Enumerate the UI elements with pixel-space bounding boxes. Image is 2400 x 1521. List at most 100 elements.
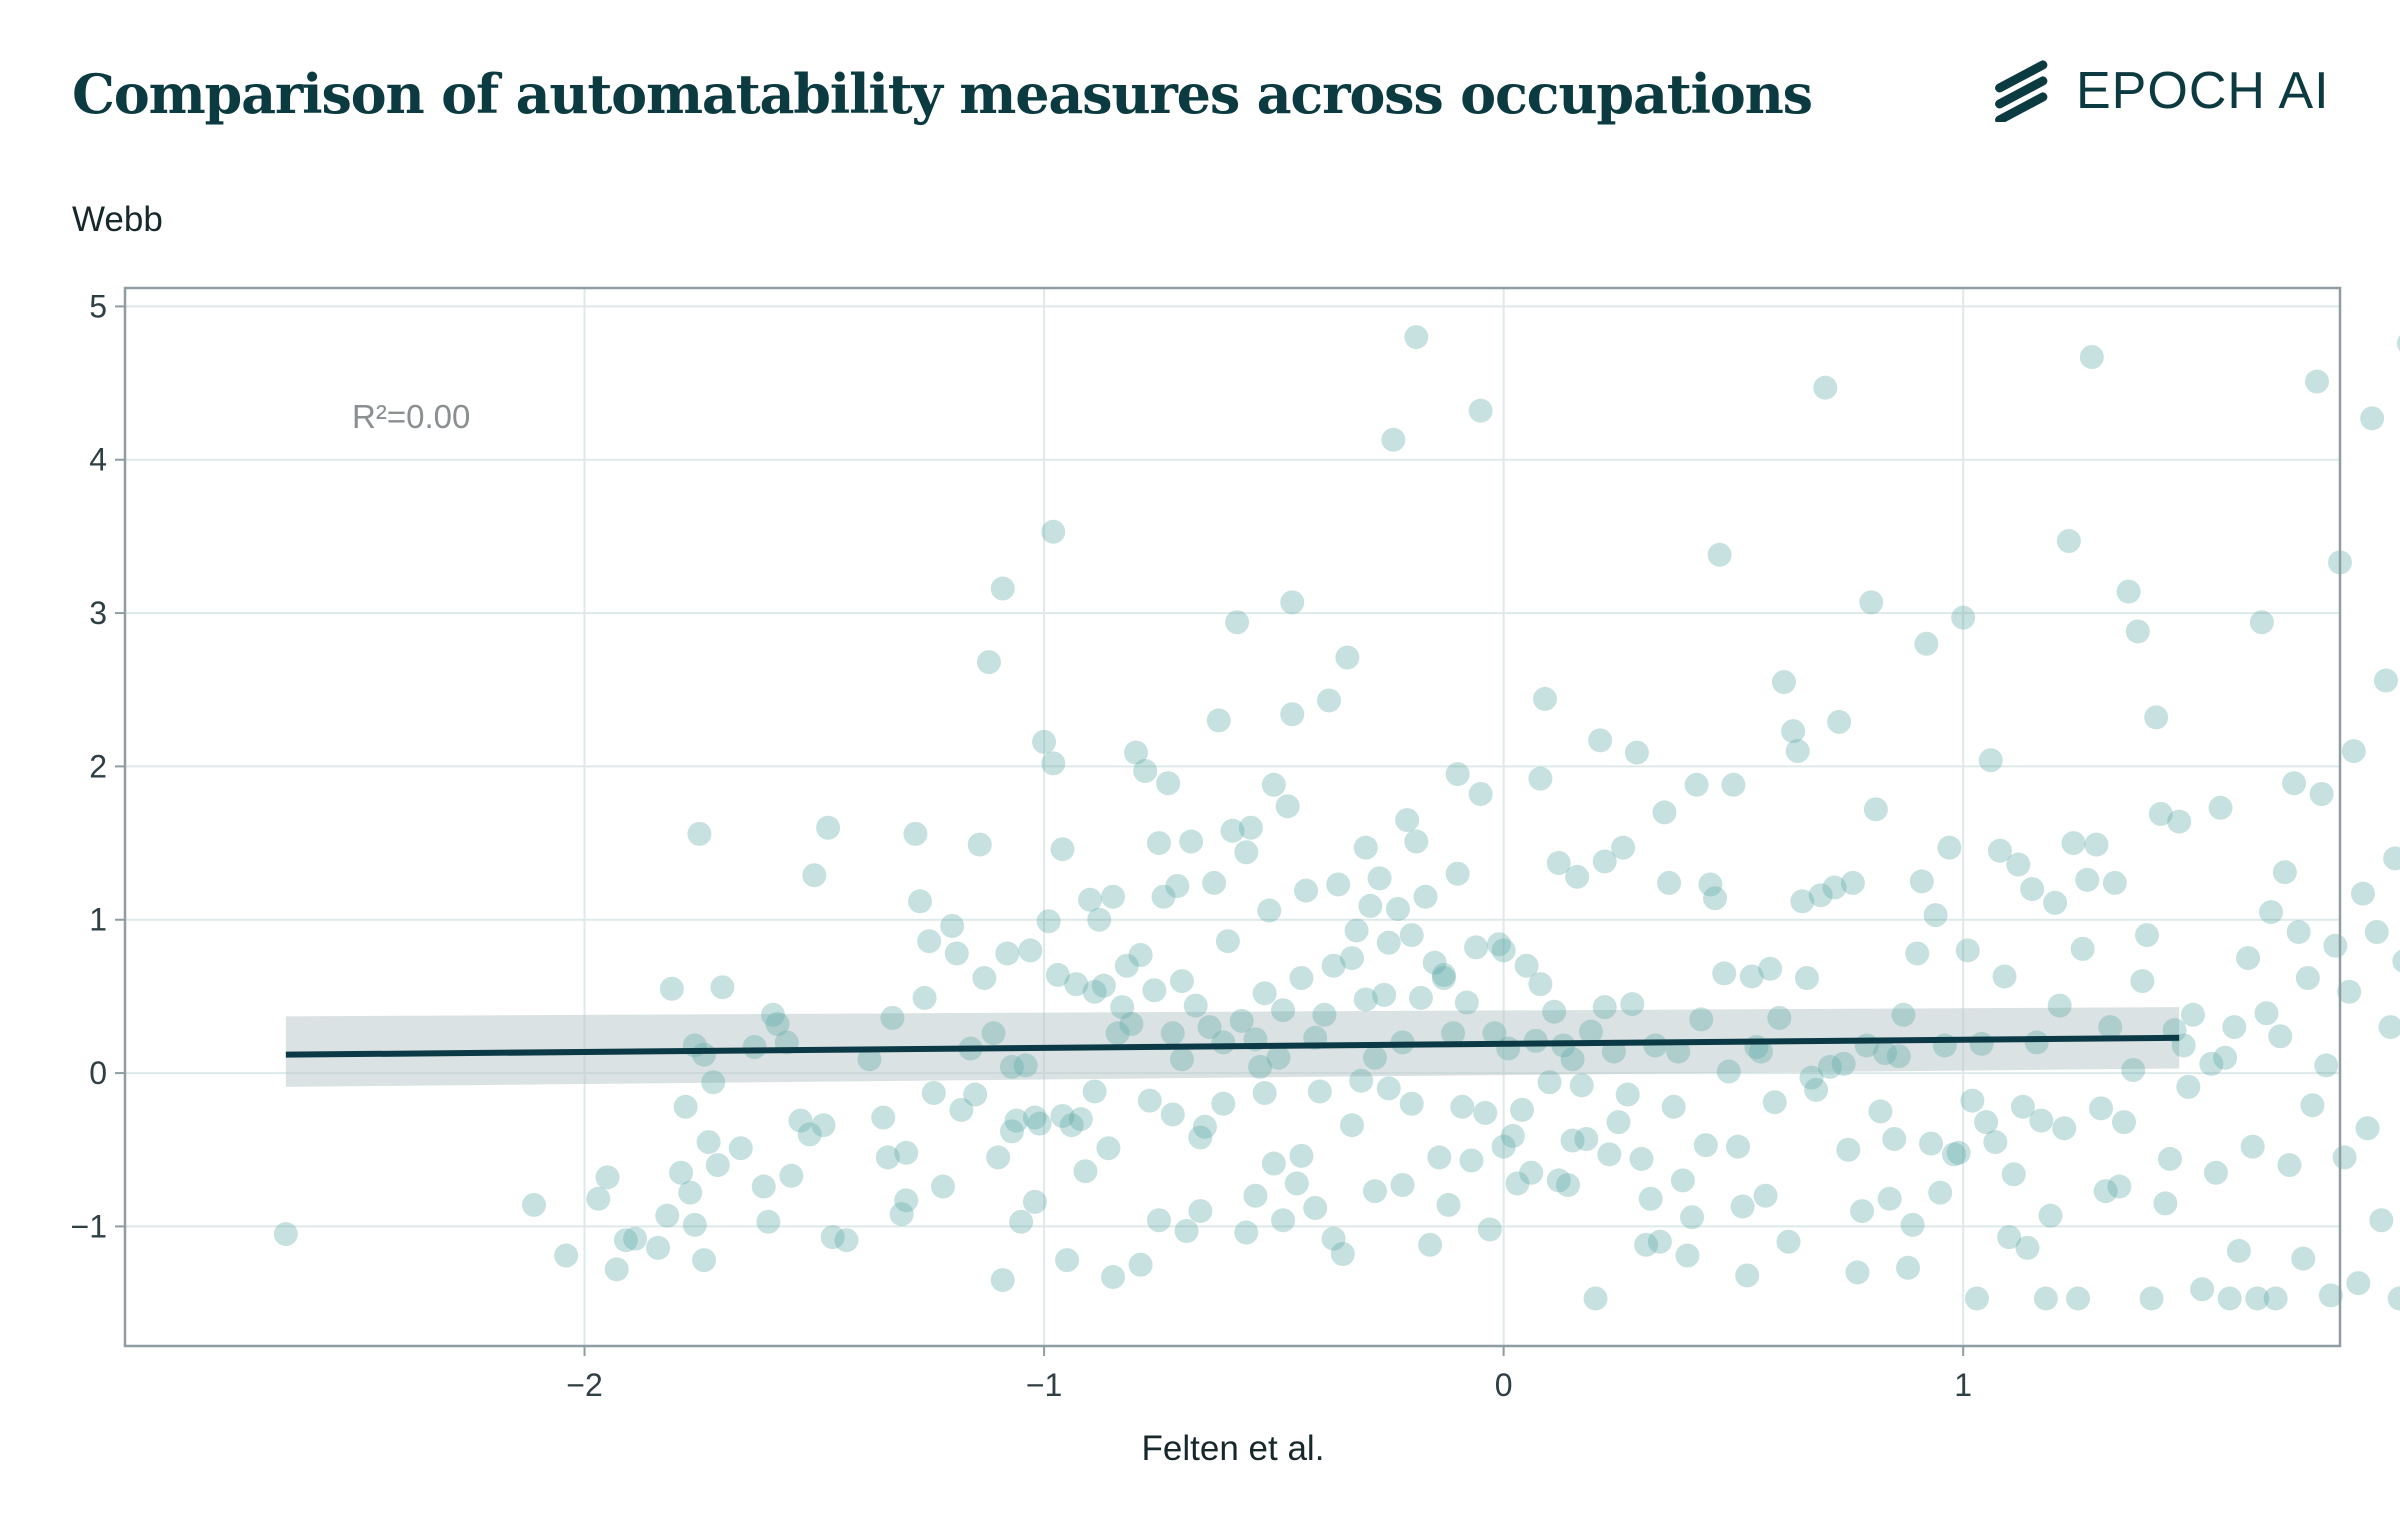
data-point: [1459, 1148, 1484, 1173]
data-point: [1670, 1168, 1695, 1193]
data-point: [1041, 751, 1066, 776]
data-point: [2373, 668, 2398, 693]
data-point: [2112, 1110, 2137, 1135]
data-point: [880, 1005, 905, 1030]
data-point: [655, 1203, 680, 1228]
data-point: [2061, 831, 2086, 856]
data-point: [1583, 1286, 1608, 1311]
data-point: [2102, 870, 2127, 895]
data-point: [1009, 1209, 1034, 1234]
data-point: [788, 1108, 813, 1133]
data-point: [1528, 766, 1553, 791]
data-point: [1914, 631, 1939, 656]
data-point: [1078, 887, 1103, 912]
data-point: [1082, 979, 1107, 1004]
data-point: [1445, 762, 1470, 787]
data-point: [1192, 1114, 1217, 1139]
data-point: [2029, 1108, 2054, 1133]
data-point: [1578, 1019, 1603, 1044]
data-point: [1730, 1194, 1755, 1219]
data-point: [1266, 1045, 1291, 1070]
data-point: [760, 1002, 785, 1027]
data-point: [2295, 966, 2320, 990]
data-point: [1280, 590, 1305, 615]
data-point: [903, 821, 928, 846]
data-point: [1257, 898, 1282, 923]
data-point: [586, 1186, 611, 1211]
data-point: [908, 889, 933, 914]
data-point: [1087, 907, 1112, 932]
data-point: [1592, 849, 1617, 874]
data-point: [1790, 889, 1815, 914]
chart-title: Comparison of automatability measures ac…: [72, 62, 1813, 126]
data-point: [1532, 686, 1557, 711]
data-point: [1339, 946, 1364, 971]
data-point: [2300, 1093, 2325, 1118]
data-point: [1027, 1111, 1052, 1136]
data-point: [2075, 867, 2100, 892]
data-point: [1707, 542, 1732, 567]
data-point: [1514, 953, 1539, 978]
data-point: [1868, 1099, 1893, 1124]
y-tick-label: 3: [89, 595, 107, 631]
data-point: [2043, 890, 2068, 915]
y-tick-labels: −1 0 1 2 3 4 5: [71, 288, 125, 1244]
data-point: [692, 1248, 717, 1273]
data-point: [2176, 1074, 2201, 1099]
data-point: [604, 1257, 629, 1282]
data-point: [2355, 1116, 2380, 1141]
data-point: [1275, 794, 1300, 819]
data-point: [972, 966, 997, 990]
x-tick-label: 0: [1495, 1367, 1513, 1403]
data-point: [1542, 999, 1567, 1024]
data-point: [1445, 861, 1470, 886]
data-point: [1238, 815, 1263, 840]
data-point: [1321, 953, 1346, 978]
data-point: [1261, 772, 1286, 797]
data-point: [2392, 949, 2400, 973]
data-points: [273, 325, 2400, 1311]
data-point: [1137, 1088, 1162, 1113]
data-point: [2079, 345, 2104, 369]
data-point: [1454, 990, 1479, 1015]
data-point: [1735, 1263, 1760, 1288]
data-point: [2369, 1208, 2394, 1233]
data-point: [995, 941, 1020, 966]
data-point: [1638, 1186, 1663, 1211]
data-point: [1817, 1054, 1842, 1079]
data-point: [2222, 1015, 2247, 1040]
data-point: [1441, 1021, 1466, 1046]
data-point: [2350, 881, 2375, 906]
data-point: [1657, 870, 1682, 895]
data-point: [1358, 893, 1383, 918]
data-point: [1091, 973, 1116, 998]
data-point: [1987, 838, 2012, 863]
data-point: [1464, 935, 1489, 960]
data-point: [1303, 1196, 1328, 1220]
data-point: [889, 1202, 914, 1227]
data-point: [1468, 398, 1493, 423]
data-point: [1652, 800, 1677, 825]
data-point: [1560, 1047, 1585, 1072]
data-point: [1252, 981, 1277, 1006]
data-point: [2217, 1286, 2242, 1311]
data-point: [1482, 1021, 1507, 1046]
data-point: [1753, 1183, 1778, 1208]
data-point: [696, 1130, 721, 1155]
data-point: [1294, 878, 1319, 903]
data-point: [1326, 872, 1351, 897]
data-point: [1500, 1123, 1525, 1148]
data-point: [2337, 979, 2362, 1004]
data-point: [1408, 985, 1433, 1010]
data-point: [1689, 1007, 1714, 1032]
data-point: [2130, 969, 2155, 994]
y-tick-label: 5: [89, 288, 107, 324]
data-point: [1964, 1286, 1989, 1311]
data-point: [2309, 782, 2334, 806]
data-point: [1519, 1160, 1544, 1185]
data-point: [1813, 375, 1838, 400]
data-point: [857, 1047, 882, 1072]
data-point: [2282, 771, 2307, 796]
data-point: [2268, 1024, 2293, 1049]
y-tick-label: −1: [71, 1208, 107, 1244]
